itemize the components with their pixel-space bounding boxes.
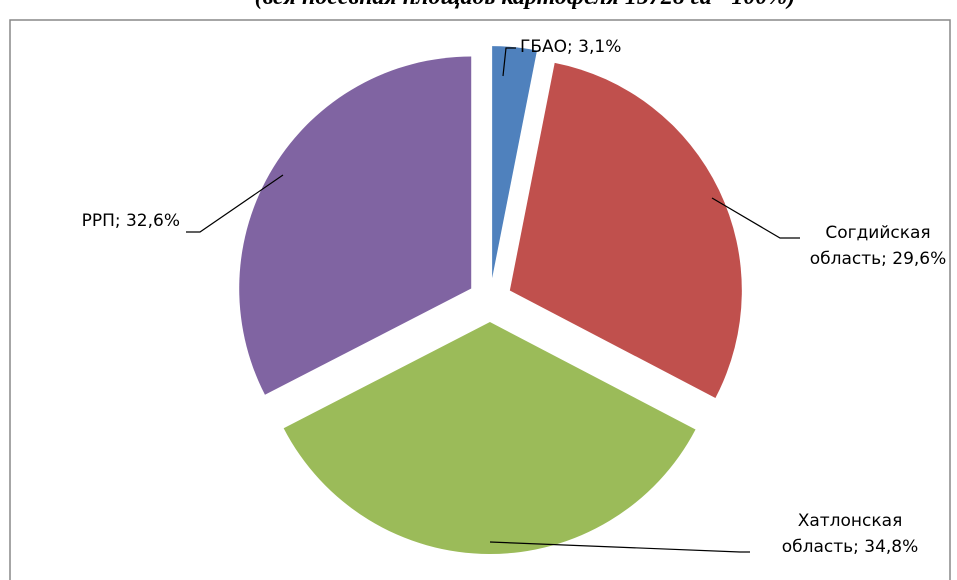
pie-slice [239,56,472,395]
leader-line [502,47,516,77]
data-label: Согдийская область; 29,6% [810,223,947,269]
data-label: ГБАО; 3,1% [520,37,621,57]
leader-line [186,174,284,233]
leader-line [711,197,800,239]
pie-slice [509,62,742,398]
leader-line [489,541,750,553]
data-label: РРП; 32,6% [82,211,180,231]
chart-title: (вся посевная площадь картофеля 15728 га… [255,0,796,10]
pie-slice [492,46,537,279]
data-label: Хатлонская область; 34,8% [782,511,919,557]
pie-slice [283,321,696,554]
